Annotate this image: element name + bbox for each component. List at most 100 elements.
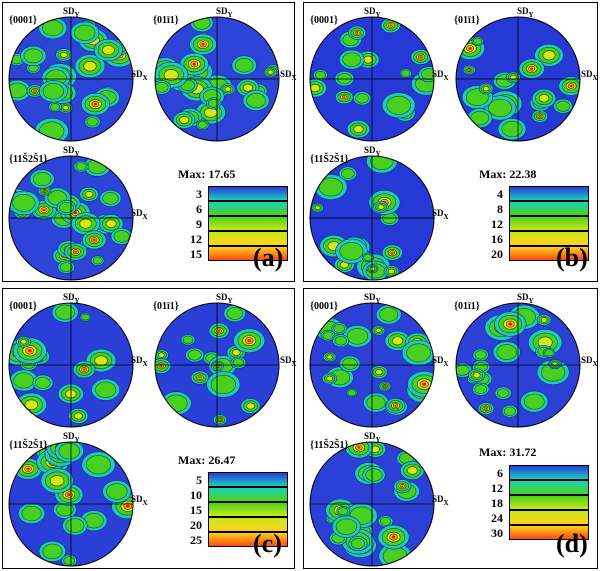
max-label: Max: 22.38 xyxy=(479,167,537,181)
legend-value: 6 xyxy=(497,466,503,480)
legend-value: 10 xyxy=(190,488,202,502)
legend-value: 25 xyxy=(190,533,202,547)
legend-value: 12 xyxy=(491,217,503,231)
crosshair xyxy=(9,156,133,280)
legend-swatch xyxy=(509,231,589,246)
legend-value: 16 xyxy=(491,232,503,246)
legend-swatch xyxy=(509,216,589,231)
legend-swatch xyxy=(509,480,589,495)
legend-value: 8 xyxy=(497,202,503,216)
pole-label-11-21: {11Š2Š1} xyxy=(9,440,48,451)
panel-tag: (c) xyxy=(253,529,282,558)
crosshair xyxy=(456,303,580,427)
sd-x-label: SDX xyxy=(131,355,148,368)
panel-tag: (b) xyxy=(556,243,588,272)
sd-x-label: SDX xyxy=(432,208,449,221)
max-label: Max: 31.72 xyxy=(479,445,537,459)
pole-figure-density xyxy=(155,17,279,141)
sd-y-label: SDY xyxy=(216,292,233,305)
panel-a: {0001} {01ī1} {11Š2Š1} SDY SDX SDY SDX S… xyxy=(2,2,297,282)
pole-figure-density xyxy=(310,303,434,427)
legend-swatch xyxy=(208,231,288,246)
max-label: Max: 17.65 xyxy=(178,167,236,181)
legend-swatch xyxy=(208,472,288,487)
legend-value: 24 xyxy=(491,511,503,525)
legend-value: 4 xyxy=(497,187,503,201)
pole-figure-outline xyxy=(309,302,435,428)
legend-swatch xyxy=(509,465,589,480)
pole-figures-c xyxy=(8,302,280,567)
sd-x-label: SDX xyxy=(581,69,598,82)
legend-swatch xyxy=(208,186,288,201)
sd-x-label: SDX xyxy=(131,208,148,221)
legend-swatch xyxy=(509,186,589,201)
crosshair xyxy=(310,156,434,280)
crosshair xyxy=(310,17,434,141)
sd-y-label: SDY xyxy=(364,292,381,305)
pole-label-0001: {0001} xyxy=(9,301,37,312)
pole-figure-outline xyxy=(8,16,134,142)
pole-label-11-21: {11Š2Š1} xyxy=(310,154,349,165)
crosshair xyxy=(155,17,279,141)
legend-value: 18 xyxy=(491,496,503,510)
sd-x-label: SDX xyxy=(280,355,297,368)
pole-figure-outline xyxy=(309,16,435,142)
pole-figures-b xyxy=(309,16,581,281)
pole-figure-outline xyxy=(455,302,581,428)
crosshair xyxy=(9,17,133,141)
pole-figure-outline xyxy=(8,441,134,567)
pole-figure-outline xyxy=(154,302,280,428)
pole-figure-outline xyxy=(455,16,581,142)
sd-y-label: SDY xyxy=(364,145,381,158)
legend-value: 20 xyxy=(491,247,503,261)
sd-x-label: SDX xyxy=(581,355,598,368)
pole-label-01-11: {01ī1} xyxy=(454,301,480,312)
sd-x-label: SDX xyxy=(280,69,297,82)
legend-swatch xyxy=(208,487,288,502)
sd-x-label: SDX xyxy=(131,69,148,82)
panel-c: {0001} {01ī1} {11Š2Š1} SDY SDX SDY SDX S… xyxy=(2,288,297,569)
sd-x-label: SDX xyxy=(432,355,449,368)
pole-figure-outline xyxy=(309,155,435,281)
crosshair xyxy=(310,303,434,427)
sd-y-label: SDY xyxy=(216,6,233,19)
crosshair xyxy=(456,17,580,141)
legend-value: 15 xyxy=(190,503,202,517)
sd-y-label: SDY xyxy=(364,431,381,444)
sd-x-label: SDX xyxy=(432,69,449,82)
sd-y-label: SDY xyxy=(517,6,534,19)
pole-label-0001: {0001} xyxy=(310,15,338,26)
legend-value: 12 xyxy=(190,232,202,246)
legend-swatch xyxy=(208,216,288,231)
pole-figure-outline xyxy=(8,155,134,281)
sd-y-label: SDY xyxy=(63,145,80,158)
max-label: Max: 26.47 xyxy=(178,453,236,467)
crosshair xyxy=(155,303,279,427)
legend-swatch xyxy=(509,525,589,540)
pole-label-11-21: {11Š2Š1} xyxy=(9,154,48,165)
sd-y-label: SDY xyxy=(63,431,80,444)
pole-figure-density xyxy=(9,303,133,427)
sd-x-label: SDX xyxy=(131,494,148,507)
pole-label-01-11: {01ī1} xyxy=(153,301,179,312)
legend-swatch xyxy=(208,517,288,532)
sd-y-label: SDY xyxy=(63,292,80,305)
legend-value: 15 xyxy=(190,247,202,261)
legend-swatch xyxy=(208,532,288,547)
legend-value: 30 xyxy=(491,526,503,540)
pole-label-0001: {0001} xyxy=(310,301,338,312)
pole-label-01-11: {01ī1} xyxy=(153,15,179,26)
legend-swatch xyxy=(509,201,589,216)
legend-value: 3 xyxy=(196,187,202,201)
legend-swatch xyxy=(208,246,288,261)
legend-swatch xyxy=(509,510,589,525)
panel-d: {0001} {01ī1} {11Š2Š1} SDY SDX SDY SDX S… xyxy=(303,288,598,569)
pole-label-0001: {0001} xyxy=(9,15,37,26)
pole-figure-outline xyxy=(309,441,435,567)
pole-figure-outline xyxy=(154,16,280,142)
panel-tag: (d) xyxy=(556,529,588,558)
pole-label-01-11: {01ī1} xyxy=(454,15,480,26)
legend-swatch xyxy=(208,201,288,216)
legend-value: 6 xyxy=(196,202,202,216)
legend-value: 12 xyxy=(491,481,503,495)
